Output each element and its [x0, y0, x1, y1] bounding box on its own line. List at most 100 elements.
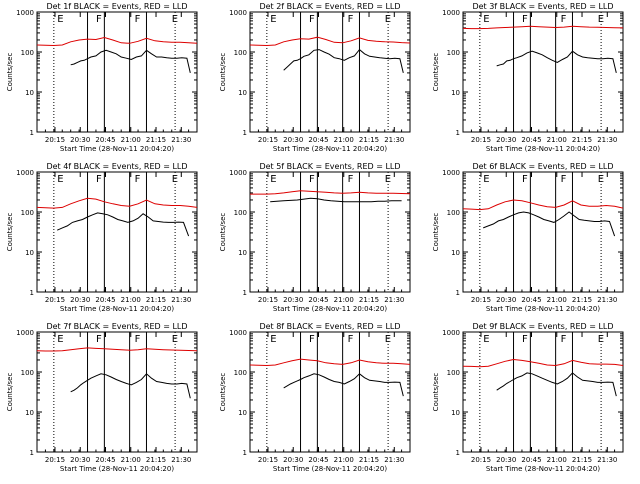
events-series-line — [283, 48, 404, 74]
x-tick-label: 20:30 — [70, 136, 90, 144]
lld-series-line — [462, 358, 624, 368]
x-tick-label: 21:00 — [547, 296, 567, 304]
interval-flag-label: E — [598, 334, 604, 345]
y-tick-label: 1000 — [16, 329, 34, 337]
x-tick-label: 20:15 — [258, 136, 278, 144]
plot-frame — [36, 11, 198, 133]
x-tick-label: 21:00 — [334, 136, 354, 144]
interval-flag-label: F — [522, 14, 528, 25]
y-tick-label: 10 — [238, 409, 247, 417]
interval-flag-label: F — [348, 334, 354, 345]
plot-frame — [462, 11, 624, 133]
y-axis-label: Counts/sec — [6, 373, 14, 412]
detector-panel: Det 8f BLACK = Events, RED = LLD 1 10 100 10… — [219, 322, 411, 473]
events-series-line — [70, 373, 191, 399]
lld-series-line — [36, 36, 198, 47]
lld-series-line — [250, 190, 411, 195]
y-tick-label: 1000 — [229, 169, 247, 177]
x-tick-label: 21:00 — [121, 296, 141, 304]
plot-frame — [462, 331, 624, 453]
y-tick-label: 10 — [25, 249, 34, 257]
interval-flag-label: F — [135, 14, 141, 25]
y-tick-label: 1000 — [442, 9, 460, 17]
x-tick-label: 20:15 — [258, 296, 278, 304]
x-tick-label: 20:15 — [45, 456, 65, 464]
panel-title: Det 4f BLACK = Events, RED = LLD — [46, 162, 187, 171]
plot-frame — [249, 11, 411, 133]
y-tick-label: 1 — [243, 289, 247, 297]
interval-flag-label: F — [348, 174, 354, 185]
y-axis-label: Counts/sec — [6, 53, 14, 92]
interval-flag-label: F — [96, 174, 102, 185]
detector-panel: Det 6f BLACK = Events, RED = LLD 1 10 100 10… — [432, 162, 624, 313]
x-tick-label: 21:30 — [597, 296, 617, 304]
interval-flag-label: E — [172, 174, 178, 185]
y-tick-label: 10 — [25, 409, 34, 417]
y-tick-label: 1000 — [442, 169, 460, 177]
interval-flag-label: E — [57, 174, 63, 185]
panel-title: Det 5f BLACK = Events, RED = LLD — [259, 162, 400, 171]
y-tick-label: 1000 — [16, 9, 34, 17]
y-tick-label: 100 — [234, 209, 247, 217]
panel-title: Det 3f BLACK = Events, RED = LLD — [472, 2, 613, 11]
x-axis-label: Start Time (28-Nov-11 20:04:20) — [273, 145, 387, 153]
x-tick-label: 21:15 — [572, 136, 592, 144]
events-series-line — [496, 50, 617, 74]
interval-flag-label: E — [270, 174, 276, 185]
y-tick-label: 1 — [456, 289, 460, 297]
y-tick-label: 10 — [238, 89, 247, 97]
x-tick-label: 20:30 — [496, 456, 516, 464]
plot-frame — [462, 171, 624, 293]
x-tick-label: 20:30 — [70, 296, 90, 304]
x-tick-label: 21:15 — [572, 456, 592, 464]
interval-flag-label: E — [57, 14, 63, 25]
x-tick-label: 21:15 — [146, 136, 166, 144]
interval-flag-label: F — [135, 334, 141, 345]
x-tick-label: 20:15 — [45, 296, 65, 304]
y-tick-label: 10 — [451, 249, 460, 257]
y-tick-label: 10 — [25, 89, 34, 97]
detector-panel: Det 4f BLACK = Events, RED = LLD 1 10 100 10… — [6, 162, 198, 313]
x-tick-label: 20:45 — [95, 136, 115, 144]
y-tick-label: 100 — [447, 209, 460, 217]
interval-flag-label: E — [57, 334, 63, 345]
x-axis-label: Start Time (28-Nov-11 20:04:20) — [486, 145, 600, 153]
x-tick-label: 21:00 — [334, 456, 354, 464]
interval-flag-label: F — [309, 14, 315, 25]
y-tick-label: 100 — [234, 49, 247, 57]
panel-title: Det 8f BLACK = Events, RED = LLD — [259, 322, 400, 331]
x-tick-label: 20:15 — [471, 456, 491, 464]
x-tick-label: 20:30 — [283, 296, 303, 304]
plot-frame — [36, 171, 198, 293]
panel-title: Det 2f BLACK = Events, RED = LLD — [259, 2, 400, 11]
y-tick-label: 1 — [30, 289, 34, 297]
x-tick-label: 20:45 — [521, 136, 541, 144]
interval-flag-label: F — [561, 334, 567, 345]
interval-flag-label: F — [135, 174, 141, 185]
x-axis-label: Start Time (28-Nov-11 20:04:20) — [273, 305, 387, 313]
interval-flag-label: F — [309, 174, 315, 185]
x-tick-label: 21:30 — [597, 136, 617, 144]
y-tick-label: 1 — [456, 129, 460, 137]
panel-title: Det 7f BLACK = Events, RED = LLD — [46, 322, 187, 331]
y-tick-label: 1 — [30, 449, 34, 457]
detector-panel: Det 2f BLACK = Events, RED = LLD 1 10 100 10… — [219, 2, 411, 153]
interval-flag-label: F — [96, 334, 102, 345]
x-tick-label: 20:30 — [496, 296, 516, 304]
y-tick-label: 10 — [451, 89, 460, 97]
y-tick-label: 1000 — [16, 169, 34, 177]
y-axis-label: Counts/sec — [432, 213, 440, 252]
events-series-line — [483, 211, 616, 237]
y-tick-label: 100 — [21, 49, 34, 57]
interval-flag-label: F — [522, 174, 528, 185]
x-tick-label: 21:30 — [384, 136, 404, 144]
x-tick-label: 20:45 — [95, 296, 115, 304]
y-tick-label: 100 — [21, 209, 34, 217]
interval-flag-label: E — [483, 334, 489, 345]
detector-panel: Det 1f BLACK = Events, RED = LLD 1 10 100 10… — [6, 2, 198, 153]
x-tick-label: 21:00 — [334, 296, 354, 304]
events-series-line — [70, 49, 191, 74]
x-tick-label: 21:15 — [359, 456, 379, 464]
interval-flag-label: E — [172, 14, 178, 25]
y-tick-label: 100 — [234, 369, 247, 377]
